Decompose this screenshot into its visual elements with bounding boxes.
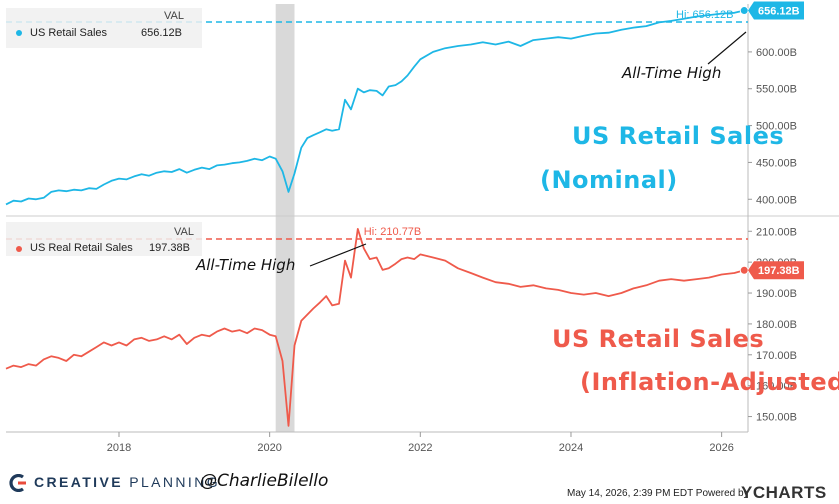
series-dot-icon [16, 30, 22, 36]
hi-label: Hi: 656.12B [676, 9, 733, 21]
author-handle: @CharlieBilello [200, 471, 329, 491]
brand-light: PLANNING [129, 474, 221, 490]
chart-title-line: US Retail Sales [572, 122, 784, 150]
x-tick-label: 2024 [559, 442, 583, 454]
last-value-label: 197.38B [758, 265, 800, 277]
legend-nominal: VAL US Retail Sales 656.12B [6, 8, 202, 48]
last-value-label: 656.12B [758, 6, 800, 18]
last-value-badge [748, 261, 804, 280]
legend-series-value: 656.12B [141, 27, 182, 39]
last-value-dot [739, 6, 749, 16]
y-tick-label: 180.00B [756, 319, 797, 331]
timestamp: May 14, 2026, 2:39 PM EDT Powered by [567, 488, 749, 499]
annotation-pointer [707, 31, 747, 65]
legend-series-name: US Real Retail Sales [30, 242, 133, 254]
x-tick-label: 2020 [257, 442, 281, 454]
chart-title-line: (Nominal) [540, 166, 678, 194]
y-tick-label: 190.00B [756, 288, 797, 300]
y-tick-label: 600.00B [756, 47, 797, 59]
legend-header: VAL [174, 226, 194, 238]
x-tick-label: 2026 [709, 442, 733, 454]
legend-header: VAL [164, 10, 184, 22]
brand-name: CREATIVE PLANNING [34, 474, 220, 490]
chart-title-line: (Inflation-Adjusted) [580, 368, 839, 396]
y-tick-label: 210.00B [756, 226, 797, 238]
annotation-pointer [309, 243, 367, 267]
y-tick-label: 150.00B [756, 412, 797, 424]
y-tick-label: 400.00B [756, 194, 797, 206]
x-tick-label: 2022 [408, 442, 432, 454]
legend-series-value: 197.38B [149, 242, 190, 254]
last-value-dot [739, 265, 749, 275]
last-value-badge [748, 1, 804, 20]
series-dot-icon [16, 246, 22, 252]
annotation-text: All-Time High [621, 64, 721, 82]
creative-planning-logo-icon [9, 474, 26, 492]
brand-bold: CREATIVE [34, 474, 123, 490]
y-tick-label: 500.00B [756, 121, 797, 133]
ycharts-logo: YCHARTS [741, 483, 827, 502]
y-tick-label: 160.00B [756, 381, 797, 393]
legend-real: VAL US Real Retail Sales 197.38B [6, 222, 202, 256]
annotation-text: All-Time High [195, 256, 295, 274]
series-line [5, 227, 745, 427]
recession-band [275, 4, 295, 432]
y-tick-label: 450.00B [756, 157, 797, 169]
chart-title-line: US Retail Sales [552, 325, 764, 353]
hi-label: Hi: 210.77B [364, 226, 421, 238]
legend-series-name: US Retail Sales [30, 27, 108, 39]
series-line [5, 9, 745, 206]
y-tick-label: 550.00B [756, 84, 797, 96]
y-tick-label: 170.00B [756, 350, 797, 362]
x-tick-label: 2018 [107, 442, 131, 454]
